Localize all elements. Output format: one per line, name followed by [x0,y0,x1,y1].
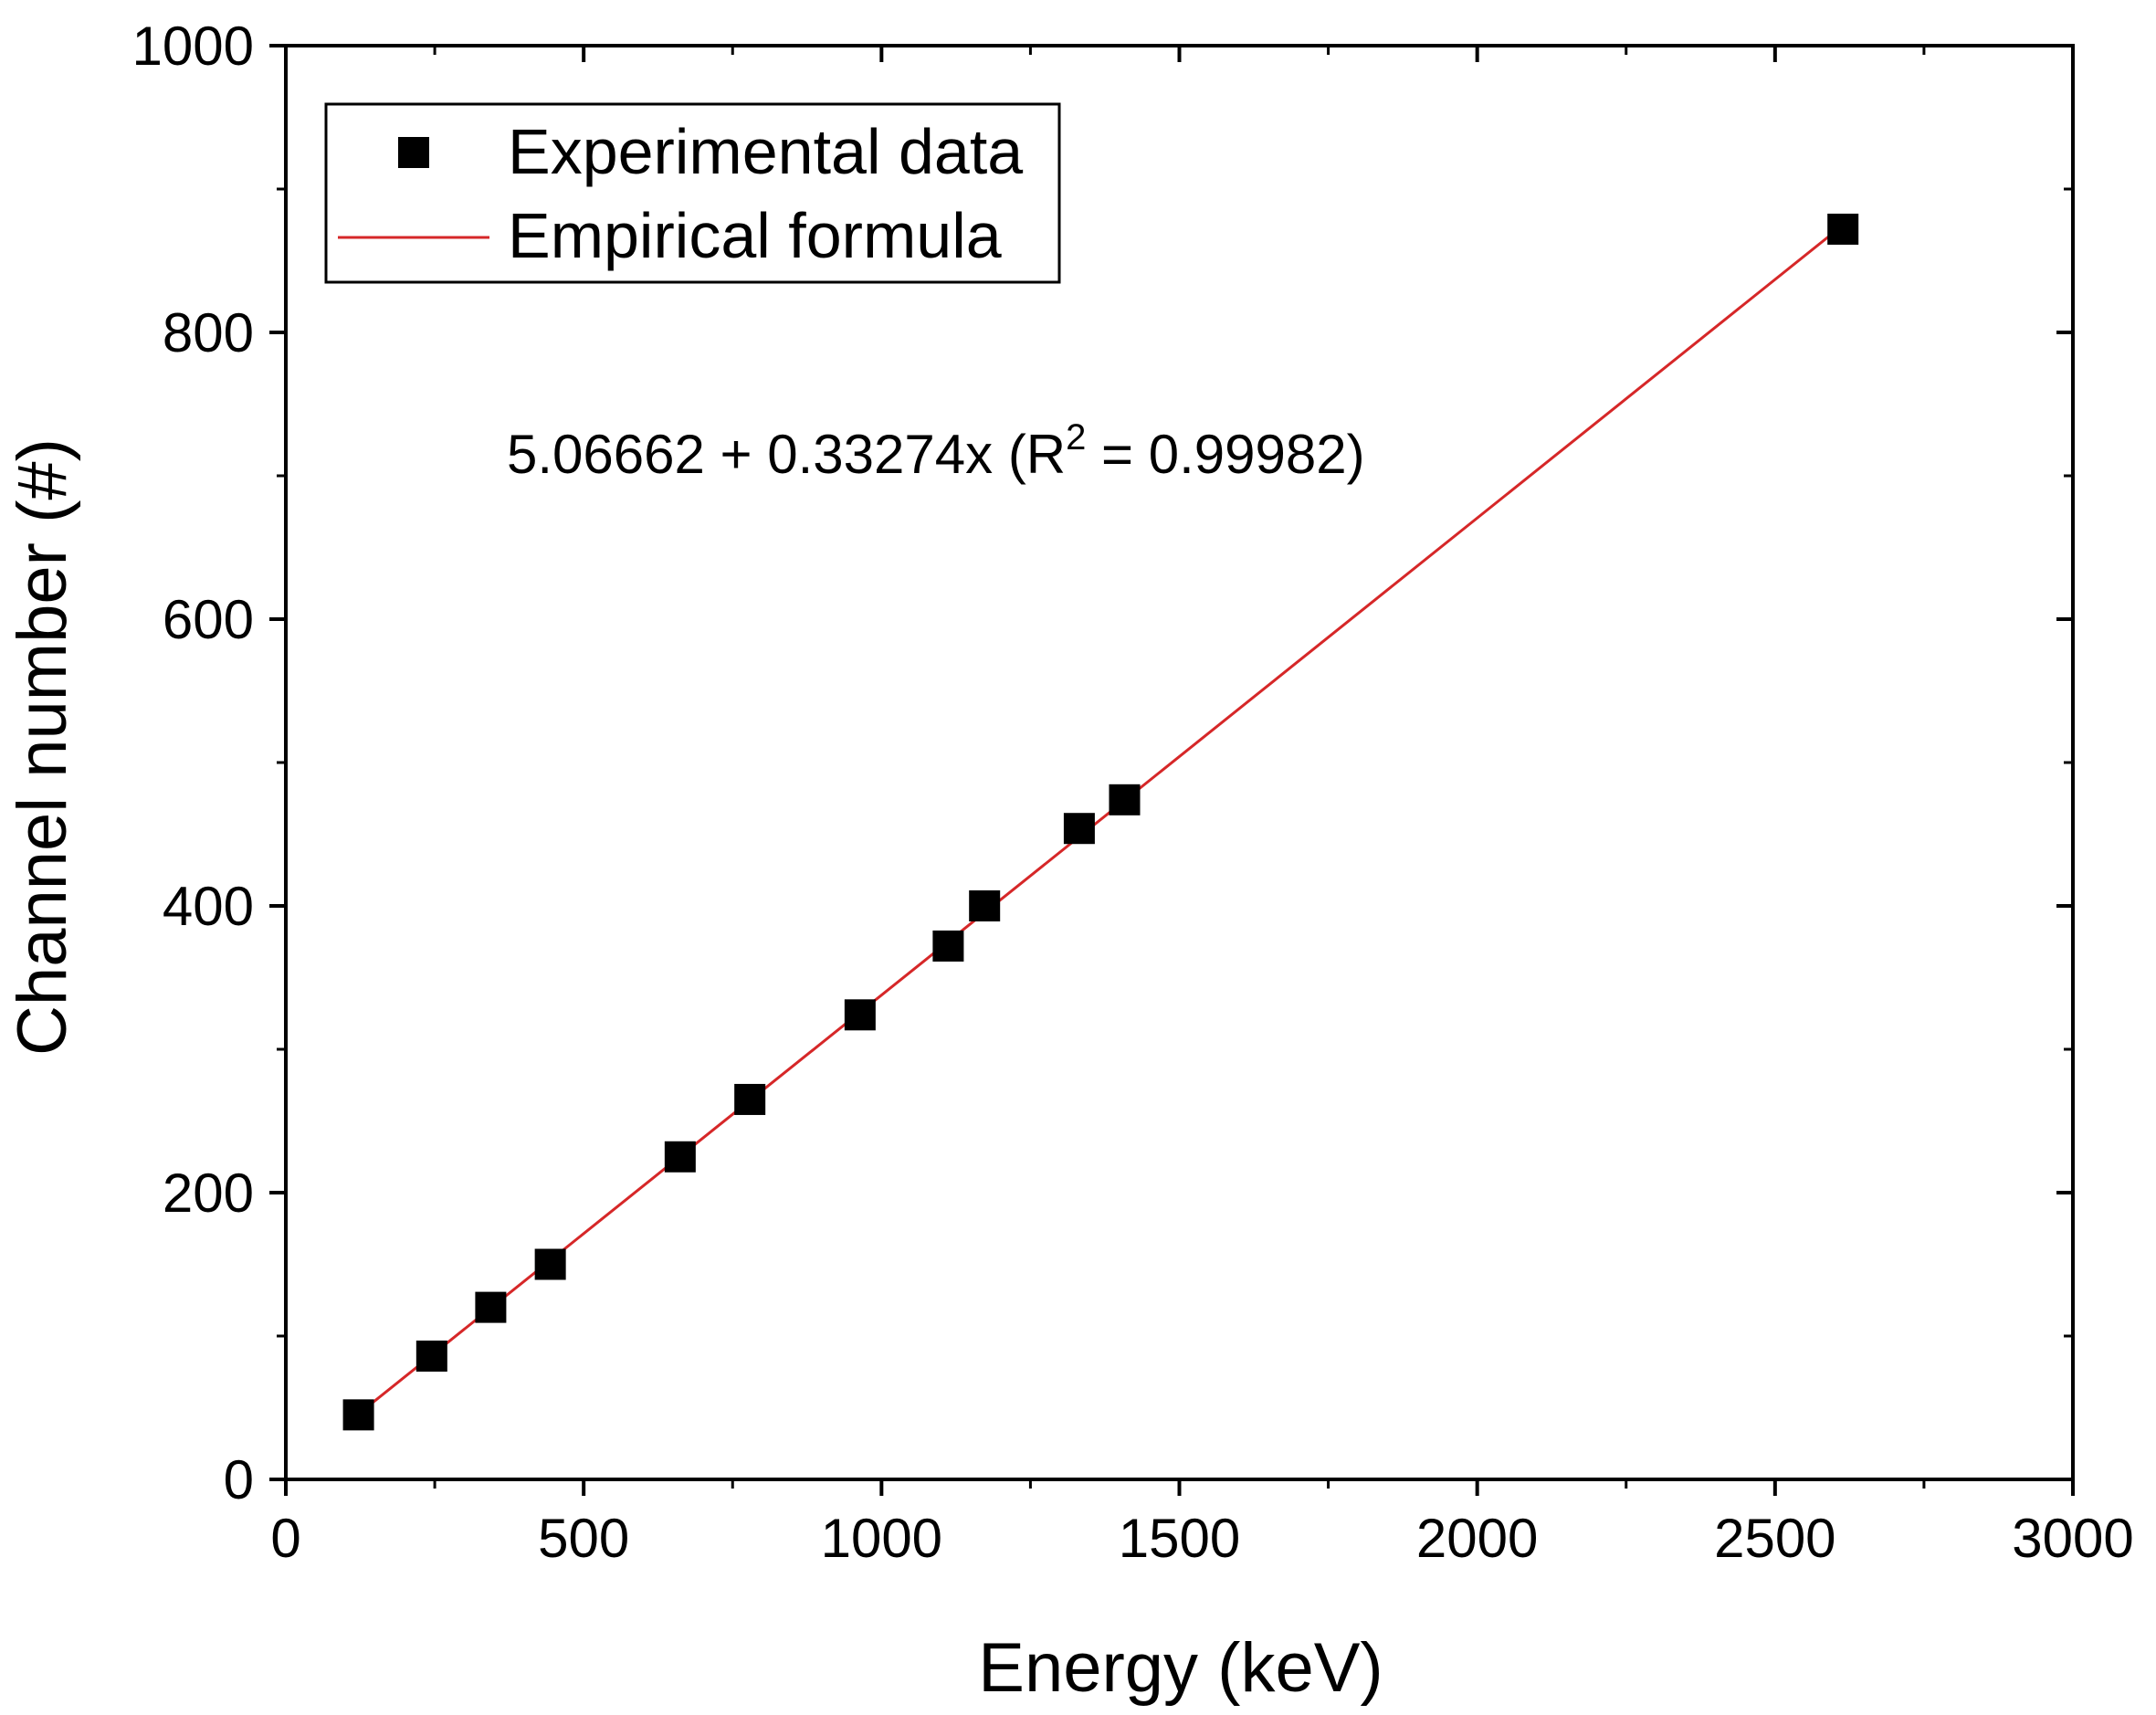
data-point-2 [415,1340,447,1372]
equation-base: 5.06662 + 0.33274x (R [507,424,1066,485]
x-tick-label: 1000 [821,1508,942,1569]
data-point-12 [1827,213,1859,245]
equation-tail: = 0.99982) [1086,424,1364,485]
x-tick-label: 3000 [2012,1508,2133,1569]
data-point-8 [932,930,964,962]
data-point-5 [664,1141,696,1173]
x-axis: 0 500 1000 1500 2000 2500 3000 [270,46,2134,1569]
y-axis-title: Channel number (#) [4,438,81,1056]
fit-equation-annotation: 5.06662 + 0.33274x (R2 = 0.99982) [507,417,1365,485]
data-point-4 [534,1248,566,1280]
y-tick-label: 200 [163,1163,254,1224]
legend-marker-experimental-data [398,137,429,168]
data-point-11 [1109,784,1141,815]
data-point-3 [475,1291,507,1323]
y-tick-label: 800 [163,302,254,363]
x-tick-label: 500 [538,1508,629,1569]
fit-line [357,224,1845,1415]
y-tick-label: 0 [224,1449,254,1510]
x-tick-label: 0 [270,1508,300,1569]
y-tick-label: 600 [163,589,254,650]
legend: Experimental data Empirical formula [324,102,1061,284]
svg-text:5.06662 + 0.33274x (R2 = 0.999: 5.06662 + 0.33274x (R2 = 0.99982) [507,417,1365,485]
data-point-10 [1063,813,1095,845]
x-axis-title: Energy (keV) [978,1629,1383,1707]
x-tick-label: 2500 [1714,1508,1835,1569]
y-tick-label: 400 [163,876,254,937]
x-tick-label: 2000 [1416,1508,1538,1569]
x-tick-label: 1500 [1119,1508,1240,1569]
data-point-6 [734,1083,766,1115]
data-point-1 [342,1399,374,1431]
y-axis: 0 200 400 600 800 1000 [132,16,2073,1510]
equation-superscript: 2 [1066,417,1086,458]
legend-box [324,102,1061,284]
data-point-9 [969,890,1001,921]
y-tick-label: 1000 [132,16,254,77]
legend-label-empirical-formula: Empirical formula [508,200,1002,271]
legend-label-experimental-data: Experimental data [508,116,1023,187]
data-point-7 [844,999,876,1031]
